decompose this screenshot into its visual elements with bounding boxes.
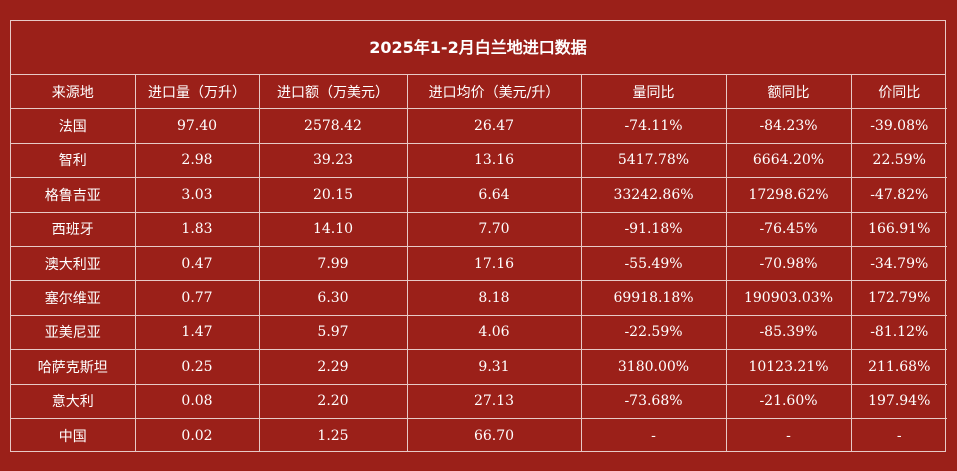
cell-value: 14.10 [258,211,408,247]
cell-value-yoy: 6664.20% [725,142,852,179]
cell-volume-yoy: - [580,417,727,453]
header-source: 来源地 [11,75,136,110]
cell-price-yoy: 22.59% [850,142,947,179]
cell-volume-yoy: 3180.00% [580,349,727,385]
cell-price-yoy: 166.91% [850,211,947,247]
data-table-frame: 2025年1-2月白兰地进口数据 来源地 进口量（万升） 进口额（万美元） 进口… [10,20,947,453]
table-row: 澳大利亚 0.47 7.99 17.16 -55.49% -70.98% -34.79% [11,245,947,282]
cell-volume: 3.03 [134,177,260,213]
cell-value: 6.30 [258,280,408,316]
cell-volume: 1.47 [134,314,260,351]
cell-price-yoy: -34.79% [850,245,947,282]
cell-source: 澳大利亚 [11,245,136,282]
header-row: 来源地 进口量（万升） 进口额（万美元） 进口均价（美元/升） 量同比 额同比 … [11,75,947,110]
cell-volume-yoy: -55.49% [580,245,727,282]
cell-source: 亚美尼亚 [11,314,136,351]
cell-value-yoy: -76.45% [725,211,852,247]
cell-avg-price: 9.31 [406,349,582,385]
cell-volume-yoy: 69918.18% [580,280,727,316]
cell-volume-yoy: -22.59% [580,314,727,351]
cell-source: 意大利 [11,383,136,419]
cell-avg-price: 7.70 [406,211,582,247]
table-row: 格鲁吉亚 3.03 20.15 6.64 33242.86% 17298.62% -47.8… [11,177,947,213]
table-row: 法国 97.40 2578.42 26.47 -74.11% -84.23% -39.08% [11,108,947,144]
cell-value-yoy: - [725,417,852,453]
table-row: 西班牙 1.83 14.10 7.70 -91.18% -76.45% 166.91% [11,211,947,247]
cell-volume-yoy: 33242.86% [580,177,727,213]
cell-avg-price: 27.13 [406,383,582,419]
table-body: 法国 97.40 2578.42 26.47 -74.11% -84.23% -39.08%… [11,108,947,453]
header-avg-price: 进口均价（美元/升） [406,75,582,110]
cell-avg-price: 4.06 [406,314,582,351]
cell-volume: 0.77 [134,280,260,316]
cell-volume-yoy: -91.18% [580,211,727,247]
cell-avg-price: 8.18 [406,280,582,316]
cell-price-yoy: -47.82% [850,177,947,213]
cell-price-yoy: 211.68% [850,349,947,385]
cell-volume: 0.47 [134,245,260,282]
header-volume: 进口量（万升） [134,75,260,110]
table-row: 亚美尼亚 1.47 5.97 4.06 -22.59% -85.39% -81.12% [11,314,947,351]
table-row: 塞尔维亚 0.77 6.30 8.18 69918.18% 190903.03% 172.7… [11,280,947,316]
table-row: 中国 0.02 1.25 66.70- - - [11,417,947,453]
cell-price-yoy: 197.94% [850,383,947,419]
cell-volume: 0.02 [134,417,260,453]
cell-value: 7.99 [258,245,408,282]
cell-volume: 0.08 [134,383,260,419]
cell-price-yoy: -81.12% [850,314,947,351]
cell-volume-yoy: -74.11% [580,108,727,144]
cell-volume: 97.40 [134,108,260,144]
table-row: 智利 2.98 39.23 13.16 5417.78% 6664.20% 22.59% [11,142,947,179]
header-value: 进口额（万美元） [258,75,408,110]
cell-value-yoy: 190903.03% [725,280,852,316]
cell-value-yoy: -84.23% [725,108,852,144]
cell-volume: 1.83 [134,211,260,247]
cell-volume: 0.25 [134,349,260,385]
cell-value-yoy: 10123.21% [725,349,852,385]
cell-value: 1.25 [258,417,408,453]
cell-value: 2.29 [258,349,408,385]
header-volume-yoy: 量同比 [580,75,727,110]
cell-source: 中国 [11,417,136,453]
cell-value: 2.20 [258,383,408,419]
cell-source: 西班牙 [11,211,136,247]
cell-value: 2578.42 [258,108,408,144]
cell-value-yoy: -21.60% [725,383,852,419]
cell-price-yoy: 172.79% [850,280,947,316]
cell-value: 5.97 [258,314,408,351]
cell-value-yoy: 17298.62% [725,177,852,213]
cell-source: 法国 [11,108,136,144]
cell-value: 39.23 [258,142,408,179]
cell-volume-yoy: 5417.78% [580,142,727,179]
cell-avg-price: 13.16 [406,142,582,179]
cell-price-yoy: -39.08% [850,108,947,144]
cell-avg-price: 6.64 [406,177,582,213]
cell-avg-price: 26.47 [406,108,582,144]
cell-volume: 2.98 [134,142,260,179]
import-data-table: 来源地 进口量（万升） 进口额（万美元） 进口均价（美元/升） 量同比 额同比 … [11,75,947,453]
cell-price-yoy: - [850,417,947,453]
cell-avg-price: 17.16 [406,245,582,282]
cell-source: 格鲁吉亚 [11,177,136,213]
table-row: 哈萨克斯坦 0.25 2.29 9.31 3180.00% 10123.21% 211.68… [11,349,947,385]
header-value-yoy: 额同比 [725,75,852,110]
cell-value: 20.15 [258,177,408,213]
cell-value-yoy: -85.39% [725,314,852,351]
header-price-yoy: 价同比 [850,75,947,110]
cell-source: 哈萨克斯坦 [11,349,136,385]
cell-avg-price: 66.70 [406,417,582,453]
cell-value-yoy: -70.98% [725,245,852,282]
cell-source: 智利 [11,142,136,179]
table-title: 2025年1-2月白兰地进口数据 [11,21,945,75]
cell-source: 塞尔维亚 [11,280,136,316]
table-row: 意大利 0.08 2.20 27.13 -73.68% -21.60% 197.94% [11,383,947,419]
cell-volume-yoy: -73.68% [580,383,727,419]
